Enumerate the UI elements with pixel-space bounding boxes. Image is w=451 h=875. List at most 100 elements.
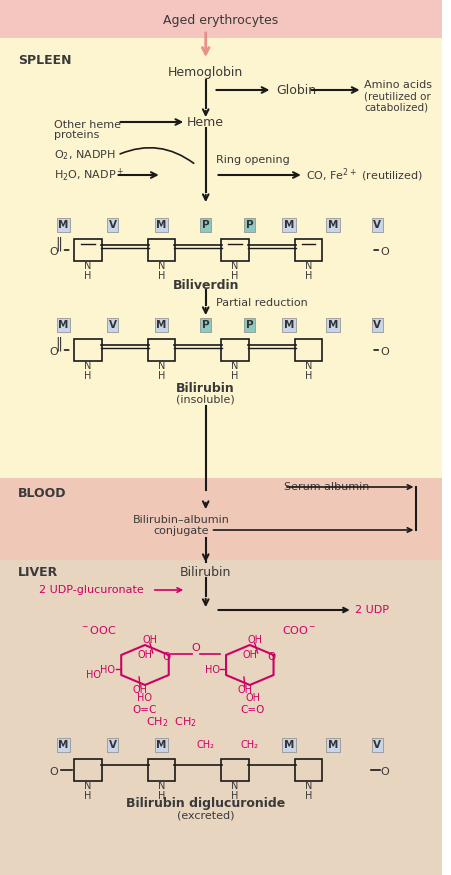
Text: Biliverdin: Biliverdin (172, 278, 239, 291)
Text: HO: HO (205, 665, 220, 675)
Text: Other heme: Other heme (54, 120, 121, 130)
FancyBboxPatch shape (0, 0, 442, 38)
Text: V: V (109, 740, 117, 750)
Text: Ring opening: Ring opening (216, 155, 289, 165)
Text: OH: OH (245, 693, 260, 703)
Text: OH: OH (133, 685, 147, 695)
Text: C=O: C=O (240, 705, 265, 715)
Text: O: O (192, 643, 200, 653)
Text: Globin: Globin (276, 83, 316, 96)
Text: H: H (231, 371, 239, 381)
Text: 2 UDP-glucuronate: 2 UDP-glucuronate (39, 585, 144, 595)
Text: BLOOD: BLOOD (18, 487, 66, 500)
Text: 2 UDP: 2 UDP (354, 605, 389, 615)
Text: V: V (373, 320, 381, 330)
Text: N: N (158, 781, 166, 791)
Text: Aged erythrocytes: Aged erythrocytes (163, 13, 278, 26)
Text: N: N (305, 361, 312, 371)
Text: M: M (284, 220, 294, 230)
Text: H: H (305, 791, 312, 801)
Text: OH: OH (247, 635, 262, 645)
Text: O: O (50, 767, 58, 777)
Text: V: V (373, 740, 381, 750)
Text: COO$^-$: COO$^-$ (281, 624, 316, 636)
Text: (insoluble): (insoluble) (176, 394, 235, 404)
Text: O: O (50, 347, 58, 357)
Text: M: M (59, 220, 69, 230)
Text: OH: OH (138, 650, 152, 660)
Text: P: P (246, 220, 253, 230)
Text: HO: HO (138, 693, 152, 703)
Text: O: O (267, 652, 276, 662)
Text: O: O (381, 347, 389, 357)
Text: OH: OH (242, 650, 258, 660)
Text: M: M (284, 740, 294, 750)
Text: O: O (50, 247, 58, 257)
Text: P: P (202, 320, 210, 330)
Text: LIVER: LIVER (18, 565, 58, 578)
Text: OH: OH (237, 685, 253, 695)
Text: (reutilized or: (reutilized or (364, 91, 431, 101)
Text: O: O (162, 652, 170, 662)
Text: M: M (284, 320, 294, 330)
Text: P: P (246, 320, 253, 330)
Text: N: N (84, 361, 92, 371)
Text: Bilirubin: Bilirubin (180, 565, 231, 578)
Text: N: N (158, 361, 166, 371)
Text: N: N (84, 261, 92, 271)
Text: H: H (158, 271, 166, 281)
Text: Amino acids: Amino acids (364, 80, 433, 90)
Text: N: N (305, 261, 312, 271)
Text: proteins: proteins (54, 130, 99, 140)
Text: CH₂: CH₂ (241, 740, 259, 750)
Text: H: H (305, 371, 312, 381)
Text: HO: HO (100, 665, 115, 675)
Text: M: M (328, 220, 338, 230)
Text: M: M (59, 740, 69, 750)
Text: V: V (109, 320, 117, 330)
Text: N: N (231, 361, 239, 371)
Text: N: N (305, 781, 312, 791)
Text: H: H (84, 371, 92, 381)
Text: ‖: ‖ (55, 337, 62, 351)
Text: N: N (231, 781, 239, 791)
Text: H$_2$O, NADP$^+$: H$_2$O, NADP$^+$ (54, 166, 124, 184)
Text: O$_2$, NADPH: O$_2$, NADPH (54, 148, 115, 162)
FancyBboxPatch shape (0, 560, 442, 875)
Text: H: H (231, 271, 239, 281)
Text: N: N (84, 781, 92, 791)
Text: M: M (156, 220, 167, 230)
Text: SPLEEN: SPLEEN (18, 53, 71, 66)
Text: Bilirubin diglucuronide: Bilirubin diglucuronide (126, 796, 285, 809)
Text: N: N (158, 261, 166, 271)
Text: M: M (156, 320, 167, 330)
Text: H: H (305, 271, 312, 281)
Text: ‖: ‖ (55, 237, 62, 251)
Text: Heme: Heme (187, 116, 224, 129)
Text: OH: OH (143, 635, 157, 645)
Text: H: H (231, 791, 239, 801)
Text: Bilirubin: Bilirubin (176, 382, 235, 395)
Text: CO, Fe$^{2+}$ (reutilized): CO, Fe$^{2+}$ (reutilized) (306, 166, 423, 184)
Text: HO: HO (86, 670, 101, 680)
Text: Partial reduction: Partial reduction (216, 298, 307, 308)
Text: CH₂: CH₂ (197, 740, 215, 750)
Text: N: N (231, 261, 239, 271)
Text: O: O (381, 767, 389, 777)
Text: O: O (381, 247, 389, 257)
Text: P: P (202, 220, 210, 230)
Text: Serum albumin: Serum albumin (284, 482, 369, 492)
Text: conjugate: conjugate (153, 526, 209, 536)
Text: O=C: O=C (133, 705, 157, 715)
Text: V: V (109, 220, 117, 230)
Text: $^-$OOC: $^-$OOC (80, 624, 116, 636)
FancyBboxPatch shape (0, 478, 442, 560)
Text: Hemoglobin: Hemoglobin (168, 66, 244, 79)
Text: catabolized): catabolized) (364, 102, 428, 112)
Text: H: H (84, 791, 92, 801)
Text: H: H (158, 791, 166, 801)
Text: M: M (328, 740, 338, 750)
Text: CH$_2$  CH$_2$: CH$_2$ CH$_2$ (146, 715, 197, 729)
Text: H: H (158, 371, 166, 381)
Text: M: M (328, 320, 338, 330)
